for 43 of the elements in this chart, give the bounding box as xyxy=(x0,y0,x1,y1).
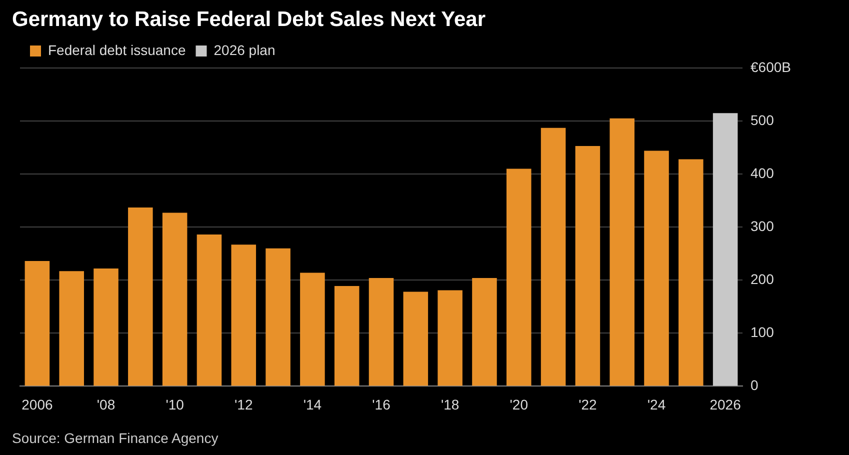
x-tick-label: '08 xyxy=(96,396,116,412)
x-tick-label: '22 xyxy=(578,396,598,412)
bar xyxy=(300,272,325,386)
x-tick-label: '16 xyxy=(372,396,391,412)
bar xyxy=(162,212,188,386)
bar xyxy=(368,278,394,386)
x-tick-label: '10 xyxy=(166,396,184,412)
bar xyxy=(24,261,50,386)
x-tick-label: '18 xyxy=(440,396,460,412)
bar xyxy=(128,207,153,386)
x-tick-label: '20 xyxy=(510,396,528,412)
bar xyxy=(231,244,256,386)
bar xyxy=(644,150,669,386)
bar xyxy=(540,128,566,386)
x-tick-label: 2006 xyxy=(22,396,53,412)
bar xyxy=(712,113,738,386)
bar xyxy=(678,159,704,386)
bar xyxy=(506,168,532,386)
source-note: Source: German Finance Agency xyxy=(12,430,218,446)
bar xyxy=(59,271,84,386)
bar xyxy=(94,268,118,386)
y-tick-label: 200 xyxy=(750,270,774,287)
y-tick-label: 0 xyxy=(750,377,759,394)
y-tick-label: €600B xyxy=(750,58,791,75)
bar xyxy=(438,290,462,386)
bar xyxy=(196,234,222,386)
x-tick-label: '12 xyxy=(234,396,253,412)
bar xyxy=(610,118,634,386)
bar xyxy=(266,248,290,386)
y-tick-label: 500 xyxy=(750,112,774,128)
y-tick-label: 300 xyxy=(750,218,774,234)
legend-label: 2026 plan xyxy=(214,42,276,58)
bar xyxy=(334,286,360,386)
legend-label: Federal debt issuance xyxy=(48,42,186,58)
bar xyxy=(403,292,428,386)
chart-title: Germany to Raise Federal Debt Sales Next Year xyxy=(12,8,486,32)
y-tick-label: 400 xyxy=(750,164,774,181)
x-tick-label: 2026 xyxy=(710,396,742,412)
bar xyxy=(575,146,600,386)
x-tick-label: '24 xyxy=(647,396,666,412)
y-tick-label: 100 xyxy=(750,324,774,340)
x-tick-label: '14 xyxy=(303,396,322,412)
bar xyxy=(472,278,497,386)
